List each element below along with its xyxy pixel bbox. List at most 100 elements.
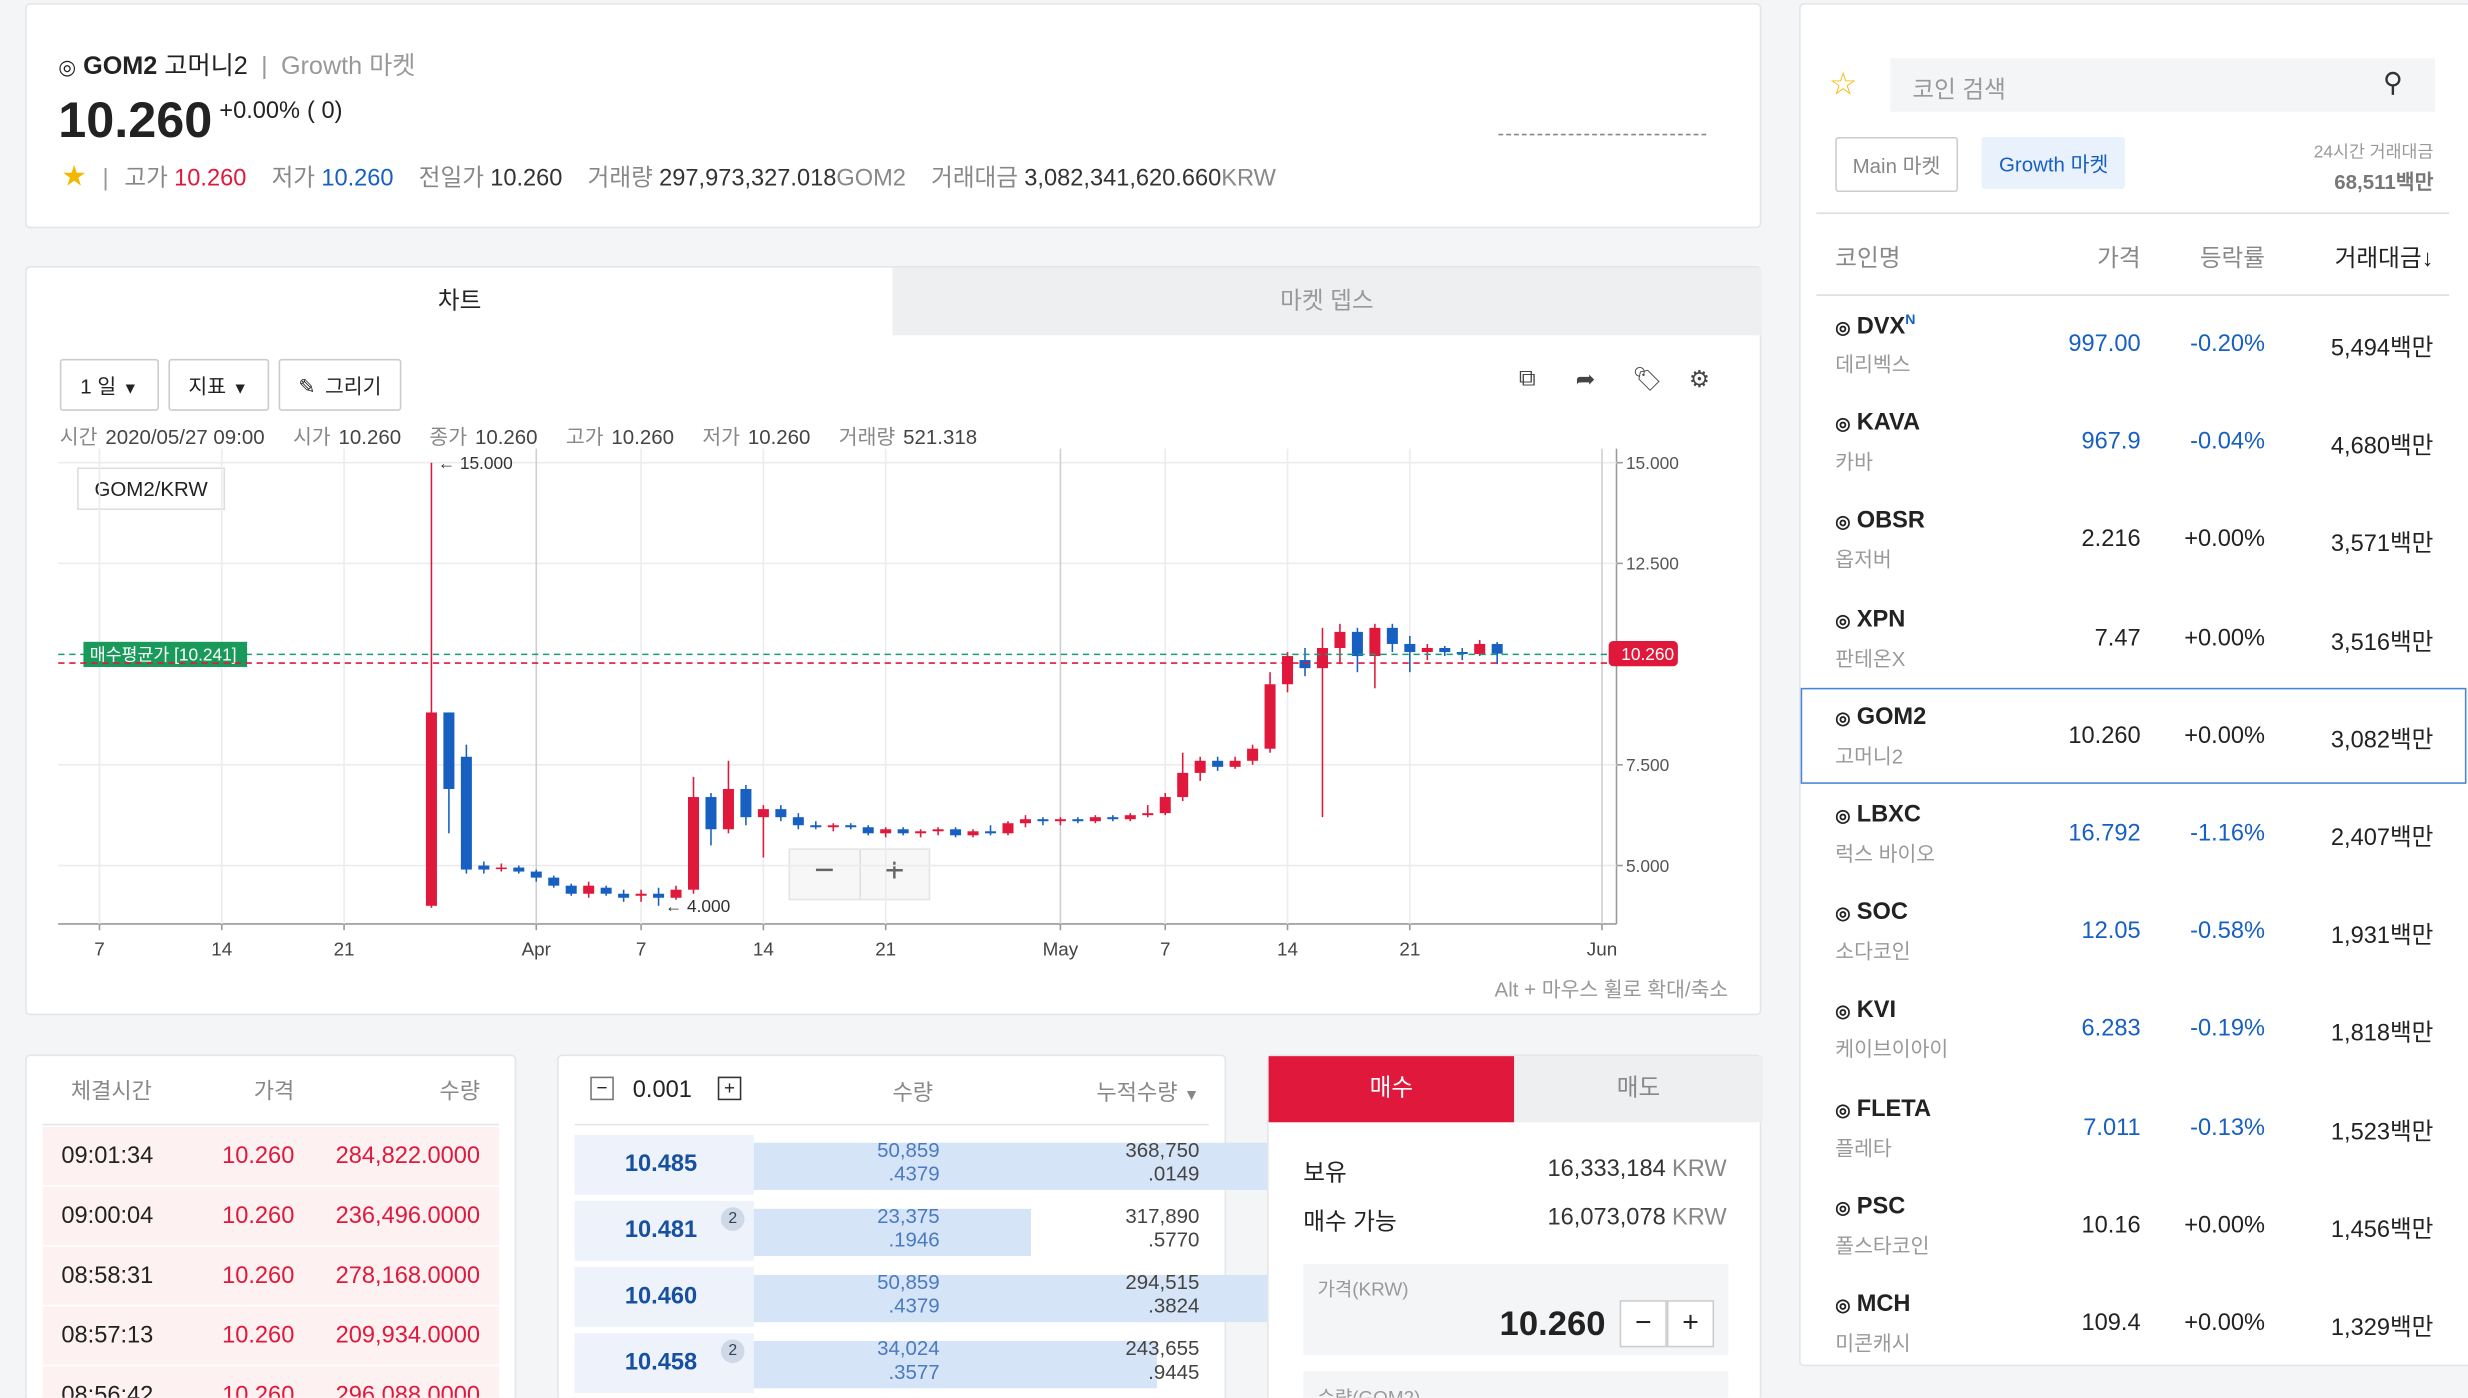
market-button[interactable]: Main 마켓 [1835, 136, 1958, 193]
price-minus[interactable]: − [1619, 1300, 1667, 1348]
info-value: 10.260 [474, 424, 538, 449]
column-header: 수량 [892, 1079, 934, 1105]
coin-change: -0.13% [2190, 1113, 2265, 1141]
quantity-text: 50,859 [877, 1138, 940, 1162]
trade-cell: 10.260 [222, 1322, 295, 1349]
coin-change: +0.00% [2184, 526, 2265, 554]
column-header[interactable]: 거래대금↓ [2334, 245, 2434, 273]
row-selected [1800, 687, 2467, 784]
cumulative-text: .0149 [1148, 1161, 1200, 1186]
coin-price: 10.260 [2068, 722, 2141, 749]
sell-tab[interactable]: 매도 [1514, 1056, 1763, 1123]
coin-icon: ◎ [1835, 1199, 1851, 1218]
price: 10.260 [58, 91, 213, 148]
toolbar-button[interactable]: 1 일 ▼ [59, 358, 159, 411]
stat-label: 고가 [124, 165, 168, 193]
info-item: 종가 10.260 [429, 420, 537, 450]
search-box[interactable] [1890, 58, 2435, 112]
coin-row[interactable]: ◎ MCH [1835, 1291, 1910, 1318]
favorite-filter[interactable]: ☆ [1828, 67, 1858, 103]
chart-tool-icon[interactable]: ⚙ [1688, 366, 1711, 394]
volume-total: 68,511백만 [2334, 169, 2434, 194]
stat-value: 10.260 [321, 165, 394, 193]
chart-tool-icon[interactable]: 🏷 [1632, 366, 1663, 394]
coin-icon: ◎ [1835, 1296, 1851, 1316]
coin-name: 플레타 [1835, 1135, 1892, 1160]
price-label: 가격(KRW) [1317, 1278, 1409, 1301]
balance-value: 16,073,078 KRW [1548, 1204, 1727, 1231]
quantity-text: .1946 [888, 1227, 940, 1252]
coin-row[interactable]: ◎ SOC [1835, 899, 1908, 926]
ask-price[interactable]: 10.460 [624, 1282, 698, 1310]
coin-name: 고머니2 [164, 53, 248, 81]
market-button-active[interactable]: Growth 마켓 [1981, 136, 2126, 189]
coin-row[interactable]: ◎ FLETA [1835, 1095, 1931, 1122]
column-header[interactable]: 가격 [2097, 245, 2141, 273]
coin-icon: ◎ [1835, 319, 1851, 339]
toolbar-button[interactable]: ✎ 그리기 [277, 358, 402, 411]
stat-label: 저가 [271, 165, 316, 193]
search-icon[interactable]: ⚲ [2383, 67, 2403, 98]
chart-tool-icon[interactable]: ⧉ [1518, 365, 1536, 392]
change: +0.00% [219, 97, 301, 125]
ask-price[interactable]: 10.481 [624, 1216, 698, 1244]
ask-price[interactable]: 10.458 [624, 1348, 698, 1376]
column-header: 가격 [253, 1078, 295, 1104]
column-header[interactable]: 코인명 [1835, 245, 1901, 273]
toolbar-button[interactable]: 지표 ▼ [167, 358, 269, 411]
coin-symbol: SOC [1856, 899, 1908, 926]
qty-label: 수량(GOM2) [1317, 1386, 1421, 1398]
price-plus[interactable]: + [1666, 1300, 1715, 1348]
price-input[interactable]: 10.260 [1499, 1303, 1606, 1343]
coin-row[interactable]: ◎ KAVA [1835, 410, 1920, 437]
symbol: GOM2 [83, 53, 158, 81]
coin-symbol: GOM2 [1856, 703, 1927, 731]
coin-symbol: MCH [1856, 1290, 1911, 1318]
favorite-star[interactable]: ★ [61, 160, 87, 193]
coin-row[interactable]: ◎ DVXN [1835, 312, 1915, 340]
coin-row[interactable]: ◎ OBSR [1835, 507, 1925, 534]
stat-label: 거래량 [587, 165, 653, 193]
zoom-in[interactable]: + [858, 849, 929, 899]
coin-row[interactable]: ◎ KVI [1835, 997, 1896, 1024]
column-header[interactable]: 등락률 [2199, 245, 2265, 273]
coin-volume: 1,523백만 [2330, 1118, 2434, 1146]
balance-label: 매수 가능 [1303, 1208, 1397, 1236]
step-minus[interactable]: − [590, 1076, 614, 1101]
step-plus[interactable]: + [717, 1076, 742, 1101]
coin-row[interactable]: ◎ XPN [1835, 605, 1905, 632]
price-cell-bg [574, 1267, 754, 1327]
tab-chart[interactable]: 차트 [437, 288, 482, 315]
coin-row[interactable]: ◎ PSC [1835, 1193, 1905, 1220]
coin-row[interactable]: ◎ LBXC [1835, 801, 1921, 828]
cumulative-text: .9445 [1148, 1359, 1200, 1384]
trade-cell: 09:01:34 [61, 1142, 154, 1170]
coin-price: 967.9 [2081, 428, 2141, 456]
info-label: 저가 [702, 424, 740, 449]
coin-volume: 1,931백만 [2330, 922, 2434, 950]
coin-icon: ◎ [1835, 1003, 1851, 1023]
ask-price[interactable]: 10.485 [624, 1150, 698, 1178]
cumulative-text: 294,515 [1125, 1270, 1200, 1294]
step-value: 0.001 [632, 1076, 692, 1104]
tab-depth[interactable]: 마켓 뎁스 [892, 267, 1762, 336]
coin-name: 미콘캐시 [1835, 1331, 1911, 1356]
buy-tab[interactable]: 매수 [1268, 1056, 1515, 1123]
coin-row[interactable]: ◎ GOM2 [1835, 703, 1926, 730]
coin-volume: 4,680백만 [2330, 433, 2434, 460]
zoom-out[interactable]: − [814, 849, 835, 890]
mini-chart [1498, 133, 1707, 136]
coin-volume: 5,494백만 [2330, 335, 2434, 363]
title-row: ◎ GOM2 고머니2 | Growth 마켓 [58, 44, 415, 82]
trade-cell: 278,168.0000 [335, 1262, 481, 1290]
chart-tool-icon[interactable]: ➦ [1575, 366, 1596, 394]
trade-cell: 10.260 [222, 1262, 295, 1290]
stat-label: 거래대금 [931, 165, 1019, 193]
trade-cell: 209,934.0000 [335, 1322, 481, 1349]
caret: ▼ [232, 380, 248, 399]
info-label: 시가 [292, 424, 331, 449]
trades-panel: 체결시간 가격 수량 09:01:34 10.260 284,822.0000 09:00:… [25, 1054, 517, 1398]
divider: | [261, 53, 268, 81]
coin-symbol: FLETA [1856, 1094, 1932, 1122]
